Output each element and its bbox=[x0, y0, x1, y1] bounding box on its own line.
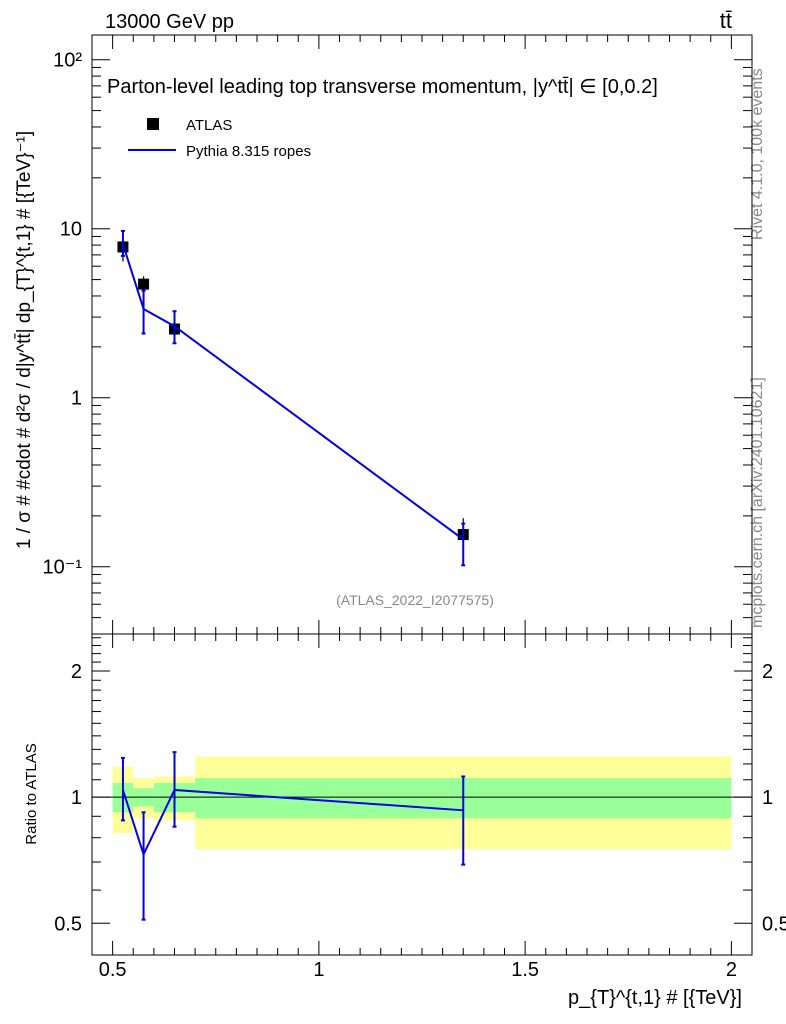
legend-atlas-marker bbox=[147, 118, 159, 130]
ratio-y-axis-label: Ratio to ATLAS bbox=[23, 743, 40, 844]
atlas-data-point bbox=[138, 278, 150, 290]
ratio-y-tick-label: 1 bbox=[71, 787, 82, 809]
x-tick-label: 0.5 bbox=[99, 959, 127, 981]
legend-atlas-label: ATLAS bbox=[186, 117, 232, 134]
ratio-y-tick-label-right: 0.5 bbox=[762, 913, 786, 935]
y-tick-label: 1 bbox=[71, 388, 82, 410]
energy-label: 13000 GeV pp bbox=[105, 11, 234, 33]
ratio-y-tick-label-right: 2 bbox=[762, 661, 773, 683]
ratio-y-tick-label: 2 bbox=[71, 661, 82, 683]
ratio-line bbox=[121, 788, 464, 858]
ratio-y-tick-label-right: 1 bbox=[762, 787, 773, 809]
y-tick-label: 10 bbox=[60, 219, 82, 241]
pythia-line bbox=[121, 243, 464, 541]
x-tick-label: 1.5 bbox=[511, 959, 539, 981]
rivet-label: Rivet 4.1.0, 100k events bbox=[749, 68, 766, 240]
source-label: mcplots.cern.ch [arXiv:2401.10621] bbox=[749, 377, 766, 628]
main-panel: 10⁻¹ 1 10 10² Parton-level leading top tran… bbox=[14, 34, 753, 635]
analysis-annotation: (ATLAS_2022_I2077575) bbox=[336, 592, 494, 608]
y-tick-label: 10⁻¹ bbox=[43, 557, 83, 579]
process-label: tt̄ bbox=[720, 8, 732, 33]
y-tick-label: 10² bbox=[53, 50, 82, 72]
chart-title: Parton-level leading top transverse mome… bbox=[107, 76, 658, 98]
ratio-y-tick-label: 0.5 bbox=[54, 913, 82, 935]
ratio-panel: 0.5 1 1.5 2 0.5 0.5 1 1 2 2 Ratio to ATLAS bbox=[23, 633, 786, 981]
x-tick-label: 1 bbox=[313, 959, 324, 981]
x-tick-label: 2 bbox=[726, 959, 737, 981]
x-axis-label: p_{T}^{t,1} # [{TeV}] bbox=[568, 987, 742, 1009]
main-y-axis-label: 1 / σ # #cdot # d²σ / d|y^tt̄| dp_{T}^{t… bbox=[14, 131, 35, 549]
legend-pythia-label: Pythia 8.315 ropes bbox=[186, 143, 311, 160]
